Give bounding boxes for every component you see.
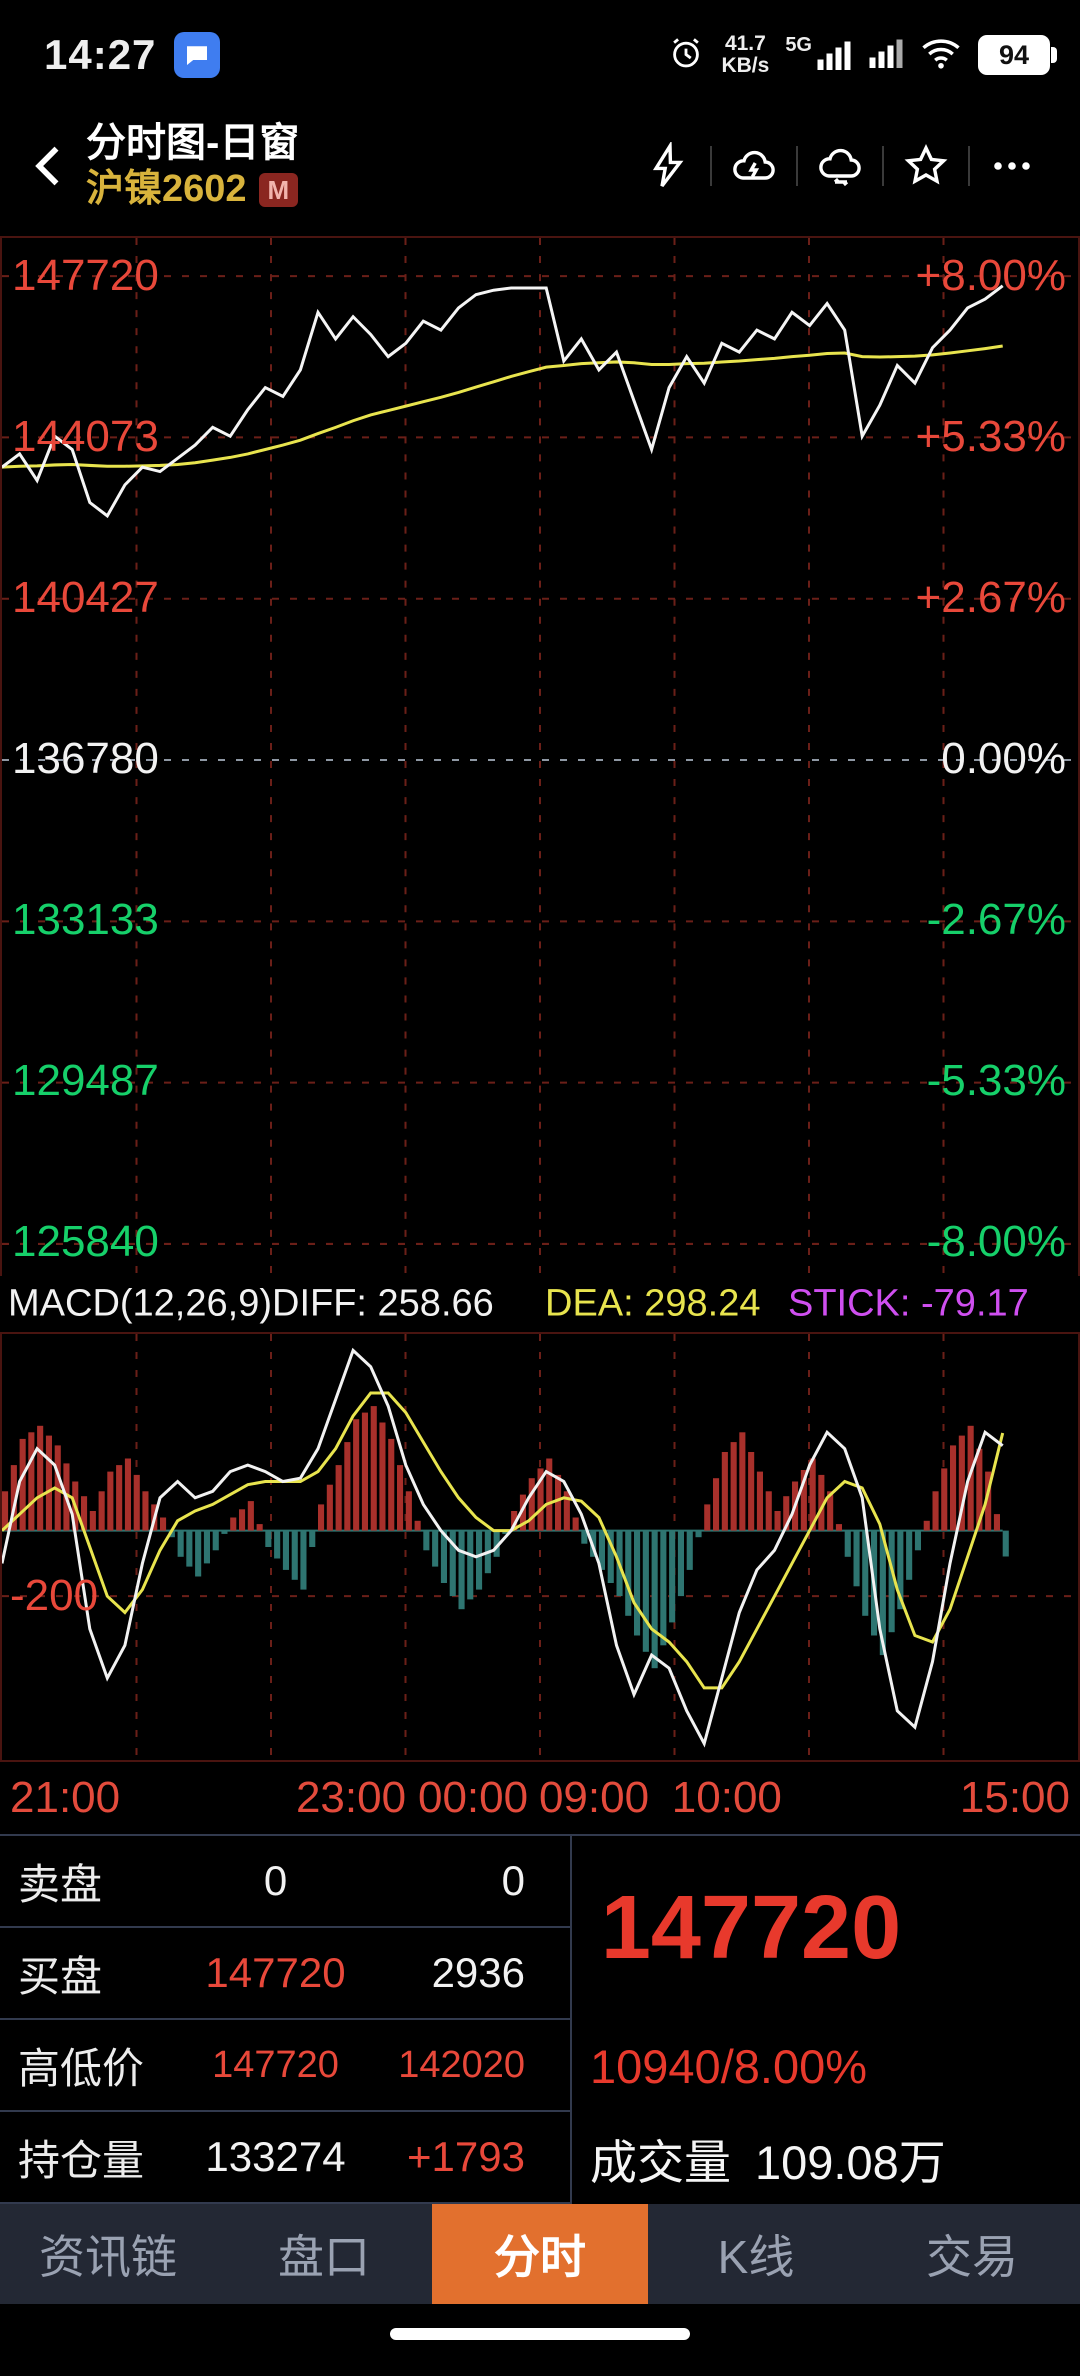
divider: [710, 146, 712, 186]
page-title: 分时图-日窗: [86, 121, 300, 166]
tab-trade[interactable]: 交易: [926, 2231, 1018, 2283]
header-actions: [626, 142, 1054, 190]
cellular-signal-2-icon: [868, 36, 904, 75]
macd-stick-value: STICK: -79.17: [788, 1282, 1029, 1325]
last-price: 147720: [600, 1877, 902, 1978]
y-axis-percent-label: +2.67%: [915, 573, 1066, 622]
volume-row: 成交量 109.08万: [572, 2112, 1080, 2204]
y-axis-price-label: 140427: [12, 573, 159, 622]
y-axis-price-label: 125840: [12, 1217, 159, 1266]
buy-price: 147720: [205, 1949, 346, 1996]
high-low-label: 高低价: [18, 2044, 145, 2092]
high-price: 147720: [212, 2043, 339, 2086]
quote-table: 卖盘 0 0 买盘 147720 2936 高低价 147720 142020 …: [0, 1836, 572, 2204]
high-low-row: 高低价 147720 142020: [0, 2020, 570, 2112]
y-axis-percent-label: -8.00%: [926, 1217, 1066, 1266]
status-time: 14:27: [44, 31, 157, 78]
macd-dea-value: DEA: 298.24: [545, 1282, 761, 1325]
tab-intraday[interactable]: 分时: [432, 2204, 648, 2304]
open-interest-label: 持仓量: [18, 2136, 145, 2184]
y-axis-price-label: 133133: [12, 895, 159, 944]
y-axis-percent-label: +8.00%: [915, 251, 1066, 300]
header: 分时图-日窗 沪镍2602 M: [0, 96, 1080, 236]
contract-name: 沪镍2602 M: [86, 167, 299, 213]
tab-kline[interactable]: K线: [717, 2231, 795, 2283]
intraday-price-chart[interactable]: 147720 144073 140427 136780 133133 12948…: [0, 236, 1080, 1276]
status-indicators: 41.7 KB/s 5G 94: [667, 31, 1057, 77]
signal-bars-icon: [817, 41, 851, 70]
open-interest-row: 持仓量 133274 +1793: [0, 2112, 570, 2204]
battery-nub: [1051, 47, 1057, 63]
bottom-tab-bar: 资讯链 盘口 分时 K线 交易: [0, 2204, 1080, 2304]
price-chart-canvas: [2, 238, 1078, 1276]
y-axis-percent-label: +5.33%: [915, 412, 1066, 461]
time-tick: 10:00: [671, 1773, 782, 1822]
tab-order-book[interactable]: 盘口: [278, 2231, 370, 2283]
divider: [968, 146, 970, 186]
alarm-clock-icon: [667, 34, 705, 77]
contract-symbol: 沪镍2602: [86, 168, 247, 211]
time-tick: 09:00: [538, 1773, 650, 1822]
status-bar: 14:27 41.7 KB/s 5G: [0, 0, 1080, 96]
flash-order-button[interactable]: [626, 142, 710, 190]
sell-price: 0: [263, 1857, 288, 1904]
main-contract-badge: M: [258, 172, 299, 208]
buy-volume: 2936: [431, 1949, 525, 1996]
macd-indicator-header: MACD(12,26,9) DIFF: 258.66 DEA: 298.24 S…: [0, 1276, 1080, 1332]
time-tick: 15:00: [959, 1773, 1070, 1822]
time-tick: 00:00: [417, 1773, 529, 1822]
home-indicator-area: [0, 2304, 1080, 2376]
volume-value: 109.08万: [755, 2135, 946, 2189]
quote-summary: 147720 10940/8.00% 成交量 109.08万: [572, 1836, 1080, 2204]
more-menu-button[interactable]: [970, 142, 1054, 190]
sell-volume: 0: [501, 1857, 525, 1904]
y-axis-price-label: 144073: [12, 412, 159, 461]
time-tick: 21:00: [10, 1773, 121, 1822]
favorite-star-button[interactable]: [884, 142, 968, 190]
divider: [796, 146, 798, 186]
battery-indicator: 94: [978, 35, 1057, 75]
macd-axis-label: -200: [10, 1571, 99, 1620]
divider: [882, 146, 884, 186]
volume-label: 成交量: [590, 2135, 731, 2189]
time-axis: 21:00 23:00 00:00 09:00 10:00 15:00: [0, 1762, 1080, 1834]
open-interest-value: 133274: [205, 2133, 346, 2180]
buy-row: 买盘 147720 2936: [0, 1928, 570, 2020]
macd-diff-value: DIFF: 258.66: [272, 1282, 494, 1325]
time-tick: 23:00: [295, 1773, 407, 1822]
open-interest-change: +1793: [407, 2133, 525, 2180]
y-axis-percent-label: -5.33%: [926, 1056, 1066, 1105]
y-axis-price-label: 129487: [12, 1056, 159, 1105]
cloud-condition-button[interactable]: [712, 142, 796, 190]
macd-chart-canvas: [2, 1334, 1078, 1760]
low-price: 142020: [398, 2043, 525, 2086]
buy-label: 买盘: [18, 1952, 103, 2000]
quote-panel: 卖盘 0 0 买盘 147720 2936 高低价 147720 142020 …: [0, 1834, 1080, 2204]
tab-news-chain[interactable]: 资讯链: [39, 2231, 177, 2283]
network-type-label: 5G: [785, 34, 812, 56]
sell-row: 卖盘 0 0: [0, 1836, 570, 1928]
y-axis-price-label: 136780: [12, 734, 159, 783]
battery-percent: 94: [998, 39, 1030, 70]
y-axis-percent-label: -2.67%: [926, 895, 1066, 944]
macd-name-label: MACD(12,26,9): [8, 1282, 272, 1325]
cloud-sync-button[interactable]: [798, 142, 882, 190]
notification-app-icon: [174, 32, 221, 78]
wifi-icon: [920, 35, 962, 76]
home-indicator[interactable]: [390, 2328, 690, 2340]
y-axis-percent-label: 0.00%: [941, 734, 1066, 783]
back-button[interactable]: [18, 140, 82, 192]
title-block: 分时图-日窗 沪镍2602 M: [86, 119, 299, 213]
cellular-signal-1: 5G: [785, 34, 852, 72]
y-axis-price-label: 147720: [12, 251, 159, 300]
sell-label: 卖盘: [18, 1860, 103, 1908]
network-speed: 41.7 KB/s: [721, 31, 770, 77]
price-change: 10940/8.00%: [590, 2039, 868, 2093]
macd-chart[interactable]: -200: [0, 1332, 1080, 1762]
